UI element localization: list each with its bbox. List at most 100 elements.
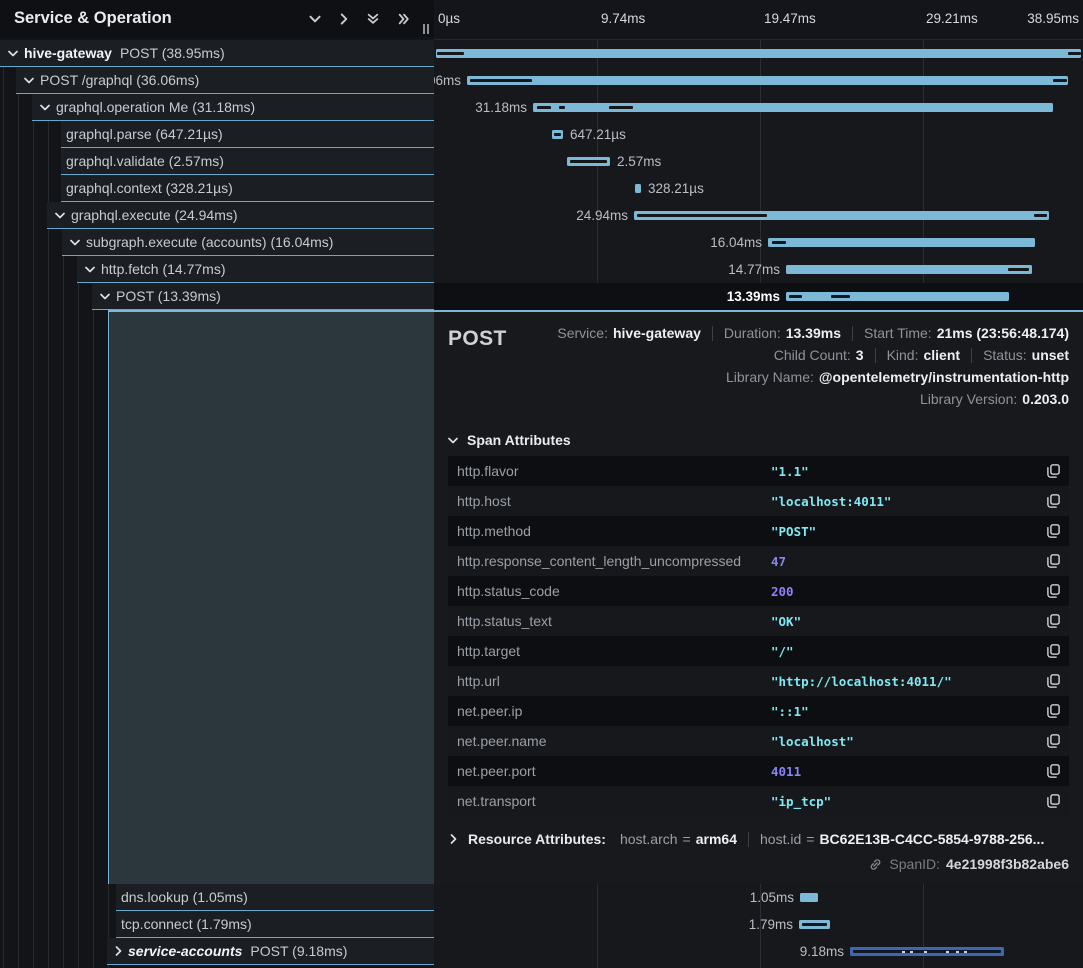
span-bar[interactable] <box>635 184 641 193</box>
chevron-down-icon[interactable] <box>55 212 65 219</box>
span-bar[interactable] <box>436 49 1081 58</box>
span-tree-row[interactable]: graphql.parse (647.21µs) <box>0 121 434 148</box>
service-name: service-accounts <box>128 943 242 959</box>
span-tree-row-content[interactable]: subgraph.execute (accounts) (16.04ms) <box>62 229 434 256</box>
link-icon[interactable] <box>868 857 883 872</box>
copy-icon[interactable] <box>1047 674 1060 688</box>
overview-value: client <box>923 347 960 363</box>
attribute-row: http.response_content_length_uncompresse… <box>448 546 1069 576</box>
span-timeline-row[interactable]: 647.21µs <box>434 121 1083 148</box>
span-tree-row-content[interactable]: graphql.execute (24.94ms) <box>47 202 434 229</box>
span-tree-row-content[interactable]: tcp.connect (1.79ms) <box>116 911 434 938</box>
span-tree-row[interactable]: dns.lookup (1.05ms) <box>0 884 434 911</box>
overview-value: hive-gateway <box>613 325 701 341</box>
span-tree-row[interactable]: subgraph.execute (accounts) (16.04ms) <box>0 229 434 256</box>
span-timeline-row[interactable]: 14.77ms <box>434 256 1083 283</box>
selected-span-expanded-area <box>108 310 434 884</box>
span-timeline-row[interactable]: 328.21µs <box>434 175 1083 202</box>
copy-icon[interactable] <box>1047 794 1060 808</box>
chevron-down-icon[interactable] <box>85 266 95 273</box>
span-timeline-row[interactable]: 1.79ms <box>434 911 1083 938</box>
span-tree-row-content[interactable]: graphql.context (328.21µs) <box>61 175 434 202</box>
attribute-row: net.peer.name"localhost" <box>448 726 1069 756</box>
copy-icon[interactable] <box>1047 644 1060 658</box>
chevron-down-icon[interactable] <box>8 50 18 57</box>
copy-icon[interactable] <box>1047 494 1060 508</box>
operation-label: tcp.connect (1.79ms) <box>121 916 252 932</box>
copy-icon[interactable] <box>1047 464 1060 478</box>
chevron-down-icon[interactable] <box>40 104 50 111</box>
chevron-down-icon[interactable] <box>70 239 80 246</box>
span-tree-row-content[interactable]: graphql.operation Me (31.18ms) <box>32 94 434 121</box>
span-timeline-row[interactable]: 24.94ms <box>434 202 1083 229</box>
span-tree-row[interactable]: service-accountsPOST (9.18ms) <box>0 938 434 965</box>
span-tree-row-content[interactable]: http.fetch (14.77ms) <box>77 256 434 283</box>
attribute-row: net.peer.port4011 <box>448 756 1069 786</box>
span-bar[interactable] <box>634 211 1049 220</box>
span-bar[interactable] <box>552 130 563 139</box>
resource-attributes-row[interactable]: Resource Attributes: host.arch=arm64host… <box>448 831 1069 847</box>
copy-icon[interactable] <box>1047 764 1060 778</box>
span-bar[interactable] <box>799 920 830 929</box>
span-bars-bottom: 1.05ms1.79ms9.18ms <box>434 884 1083 965</box>
span-timeline-row[interactable]: 2.57ms <box>434 148 1083 175</box>
span-tree-row[interactable]: graphql.execute (24.94ms) <box>0 202 434 229</box>
copy-icon[interactable] <box>1047 614 1060 628</box>
span-tree-row[interactable]: graphql.validate (2.57ms) <box>0 148 434 175</box>
panel-resize-handle[interactable] <box>423 24 429 34</box>
copy-icon[interactable] <box>1047 704 1060 718</box>
span-tree-row[interactable]: POST (13.39ms) <box>0 283 434 310</box>
span-timeline-row[interactable]: 16.04ms <box>434 229 1083 256</box>
chevron-down-icon <box>448 437 458 444</box>
span-timeline-row[interactable]: 13.39ms <box>434 283 1083 310</box>
chevron-right-icon[interactable] <box>115 946 122 956</box>
attribute-value: "ip_tcp" <box>771 794 1047 809</box>
span-tree-row[interactable]: tcp.connect (1.79ms) <box>0 911 434 938</box>
span-bar[interactable] <box>567 157 610 166</box>
child-span-marker <box>831 295 850 298</box>
chevron-down-icon[interactable] <box>100 293 110 300</box>
copy-icon[interactable] <box>1047 524 1060 538</box>
attribute-value: 4011 <box>771 764 1047 779</box>
copy-icon[interactable] <box>1047 584 1060 598</box>
expand-one-level-icon[interactable] <box>340 13 348 25</box>
span-timeline-row[interactable]: 38.95ms <box>434 40 1083 67</box>
span-tree-row-content[interactable]: graphql.parse (647.21µs) <box>61 121 434 148</box>
span-bar[interactable] <box>467 76 1068 85</box>
collapse-all-icon[interactable] <box>367 13 379 25</box>
span-tree-row-content[interactable]: graphql.validate (2.57ms) <box>61 148 434 175</box>
span-tree-row[interactable]: hive-gatewayPOST (38.95ms) <box>0 40 434 67</box>
span-tree-row[interactable]: graphql.context (328.21µs) <box>0 175 434 202</box>
span-bar[interactable] <box>533 103 1053 112</box>
span-tree-row-content[interactable]: hive-gatewayPOST (38.95ms) <box>0 40 434 67</box>
span-attributes-toggle[interactable]: Span Attributes <box>448 432 1069 448</box>
span-detail-panel: POST Service:hive-gatewayDuration:13.39m… <box>434 310 1083 884</box>
span-timeline-row[interactable]: 1.05ms <box>434 884 1083 911</box>
attribute-row: http.flavor"1.1" <box>448 456 1069 486</box>
span-tree-row[interactable]: graphql.operation Me (31.18ms) <box>0 94 434 121</box>
span-timeline-row[interactable]: 31.18ms <box>434 94 1083 121</box>
span-bar[interactable] <box>800 893 818 902</box>
span-tree-row-content[interactable]: dns.lookup (1.05ms) <box>116 884 434 911</box>
timeline-panel: 0µs9.74ms19.47ms29.21ms38.95ms 38.95ms36… <box>434 0 1083 968</box>
span-tree-row-content[interactable]: service-accountsPOST (9.18ms) <box>107 938 434 965</box>
span-tree-row-content[interactable]: POST /graphql (36.06ms) <box>16 67 434 94</box>
timeline-tick: 38.95ms <box>1027 11 1079 26</box>
span-bar[interactable] <box>786 265 1032 274</box>
event-dot <box>956 951 959 954</box>
span-bar[interactable] <box>786 292 1009 301</box>
span-timeline-row[interactable]: 9.18ms <box>434 938 1083 965</box>
span-tree-row-content[interactable]: POST (13.39ms) <box>92 283 434 310</box>
expand-all-icon[interactable] <box>398 13 410 25</box>
overview-value: @opentelemetry/instrumentation-http <box>819 369 1069 385</box>
span-tree-row[interactable]: POST /graphql (36.06ms) <box>0 67 434 94</box>
span-timeline-row[interactable]: 36.06ms <box>434 67 1083 94</box>
span-bar[interactable] <box>768 238 1035 247</box>
attribute-value: "::1" <box>771 704 1047 719</box>
chevron-down-icon[interactable] <box>24 77 34 84</box>
span-bar[interactable] <box>850 947 1004 956</box>
span-tree-row[interactable]: http.fetch (14.77ms) <box>0 256 434 283</box>
copy-icon[interactable] <box>1047 554 1060 568</box>
collapse-one-level-icon[interactable] <box>309 15 321 23</box>
copy-icon[interactable] <box>1047 734 1060 748</box>
